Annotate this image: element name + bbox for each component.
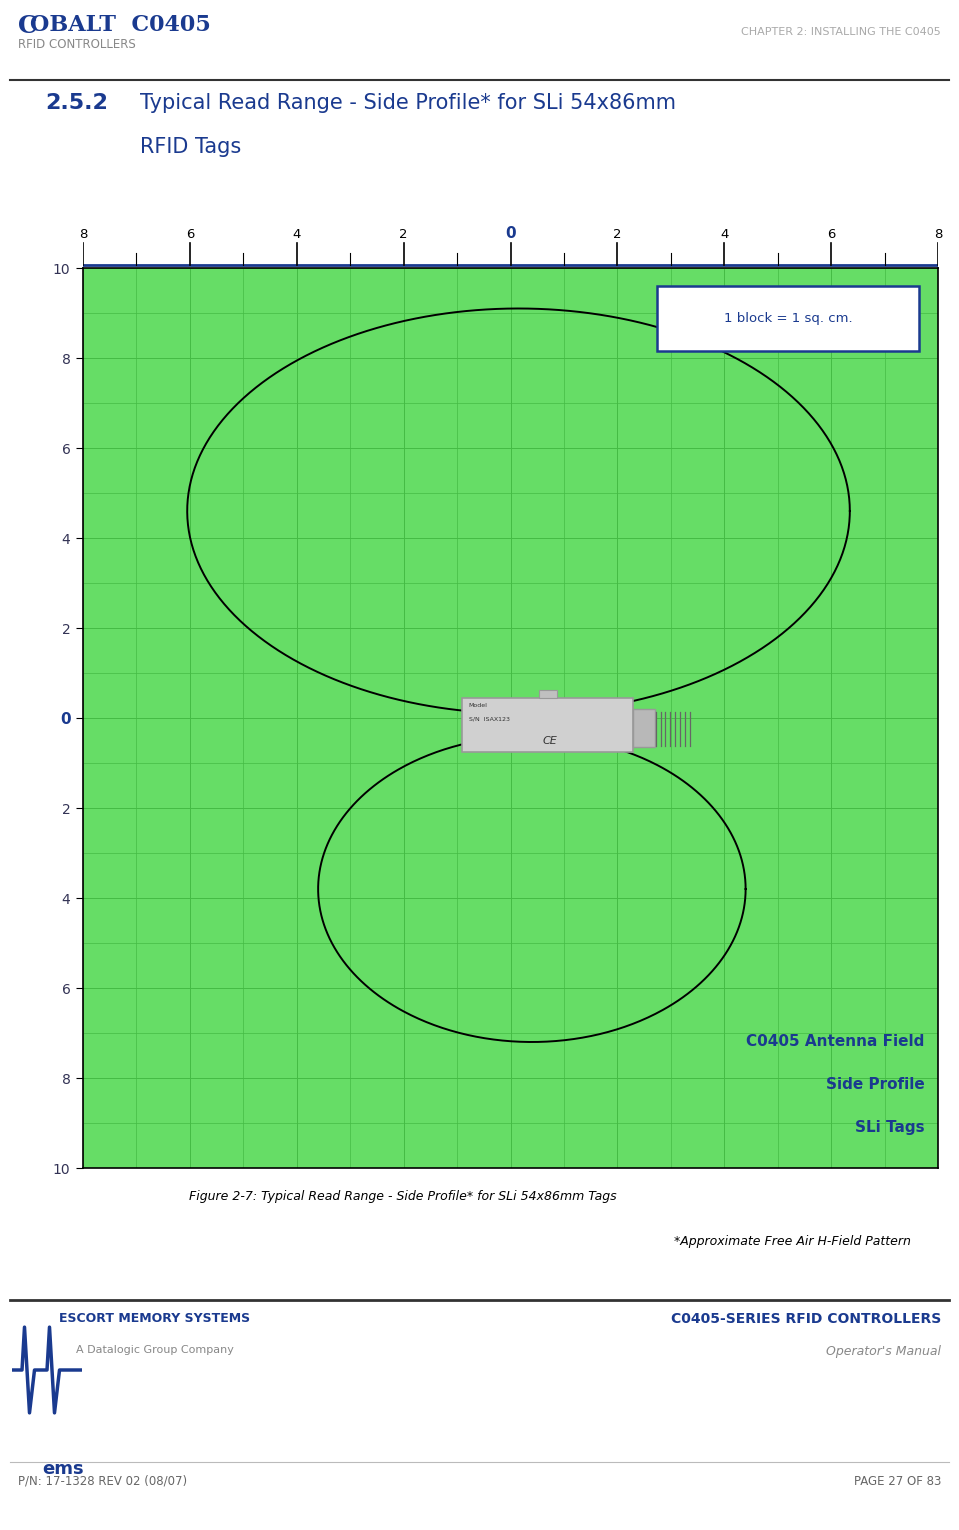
Text: *Approximate Free Air H-Field Pattern: *Approximate Free Air H-Field Pattern: [674, 1235, 911, 1248]
Text: 8: 8: [934, 228, 942, 242]
Text: PAGE 27 OF 83: PAGE 27 OF 83: [854, 1475, 941, 1489]
Text: 6: 6: [827, 228, 835, 242]
Text: RFID Tags: RFID Tags: [140, 138, 242, 158]
Text: 2: 2: [613, 228, 621, 242]
Text: ems: ems: [42, 1460, 83, 1478]
FancyBboxPatch shape: [658, 286, 920, 352]
Text: Side Profile: Side Profile: [826, 1077, 924, 1092]
Text: 2.5.2: 2.5.2: [45, 93, 107, 113]
Text: Model: Model: [469, 704, 488, 708]
Text: SLi Tags: SLi Tags: [855, 1120, 924, 1135]
FancyBboxPatch shape: [462, 698, 633, 751]
Text: 6: 6: [186, 228, 194, 242]
Text: C: C: [18, 14, 37, 38]
Text: CE: CE: [543, 736, 557, 745]
Text: C0405 Antenna Field: C0405 Antenna Field: [746, 1034, 924, 1050]
Text: 0: 0: [505, 226, 516, 242]
Text: Typical Read Range - Side Profile* for SLi 54x86mm: Typical Read Range - Side Profile* for S…: [140, 93, 676, 113]
Text: Operator's Manual: Operator's Manual: [826, 1345, 941, 1359]
FancyBboxPatch shape: [633, 708, 655, 747]
Text: 4: 4: [292, 228, 301, 242]
Text: P/N: 17-1328 REV 02 (08/07): P/N: 17-1328 REV 02 (08/07): [18, 1475, 187, 1489]
Text: 8: 8: [79, 228, 87, 242]
Text: CHAPTER 2: INSTALLING THE C0405: CHAPTER 2: INSTALLING THE C0405: [741, 28, 941, 37]
Text: RFID CONTROLLERS: RFID CONTROLLERS: [18, 38, 136, 50]
Text: S/N  ISAX123: S/N ISAX123: [469, 716, 510, 722]
Text: C0405-SERIES RFID CONTROLLERS: C0405-SERIES RFID CONTROLLERS: [670, 1313, 941, 1327]
Text: 4: 4: [720, 228, 729, 242]
Text: Figure 2-7: Typical Read Range - Side Profile* for SLi 54x86mm Tags: Figure 2-7: Typical Read Range - Side Pr…: [189, 1190, 617, 1203]
FancyBboxPatch shape: [539, 690, 557, 698]
Text: A Datalogic Group Company: A Datalogic Group Company: [76, 1345, 234, 1356]
Text: ESCORT MEMORY SYSTEMS: ESCORT MEMORY SYSTEMS: [59, 1313, 250, 1325]
Text: OBALT  C0405: OBALT C0405: [30, 14, 211, 37]
Text: 2: 2: [399, 228, 408, 242]
Text: 1 block = 1 sq. cm.: 1 block = 1 sq. cm.: [724, 312, 853, 326]
